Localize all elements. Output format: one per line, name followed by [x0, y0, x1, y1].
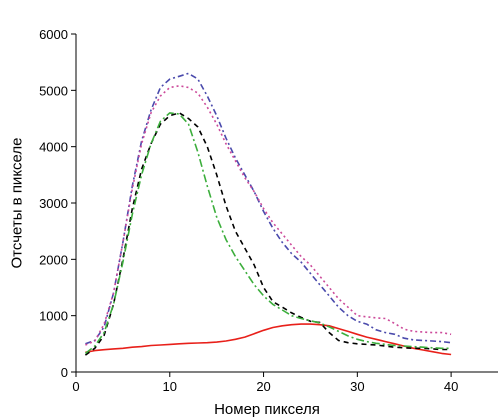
series-line-2 — [84, 112, 452, 356]
y-tick-label: 0 — [61, 365, 68, 380]
x-tick-label: 40 — [444, 379, 458, 394]
series-line-4 — [85, 72, 452, 345]
x-tick-label: 10 — [163, 379, 177, 394]
y-tick-label: 3000 — [39, 196, 68, 211]
series-line-1 — [85, 323, 452, 356]
axis-ticks: 0 10 20 30 40 0 1000 2000 3000 4000 5000 6000 — [39, 27, 458, 394]
x-tick-label: 0 — [72, 379, 79, 394]
series-line-5 — [85, 85, 452, 346]
y-tick-label: 1000 — [39, 309, 68, 324]
x-tick-label: 30 — [350, 379, 364, 394]
y-tick-label: 4000 — [39, 140, 68, 155]
x-axis-title: Номер пикселя — [214, 401, 320, 418]
y-tick-label: 5000 — [39, 83, 68, 98]
y-tick-label: 6000 — [39, 27, 68, 42]
series-line-3 — [84, 112, 452, 355]
x-tick-label: 20 — [256, 379, 270, 394]
y-axis-title: Отсчеты в пикселе — [8, 138, 25, 269]
series-layer — [84, 72, 452, 356]
y-tick-label: 2000 — [39, 252, 68, 267]
axes — [75, 34, 498, 373]
